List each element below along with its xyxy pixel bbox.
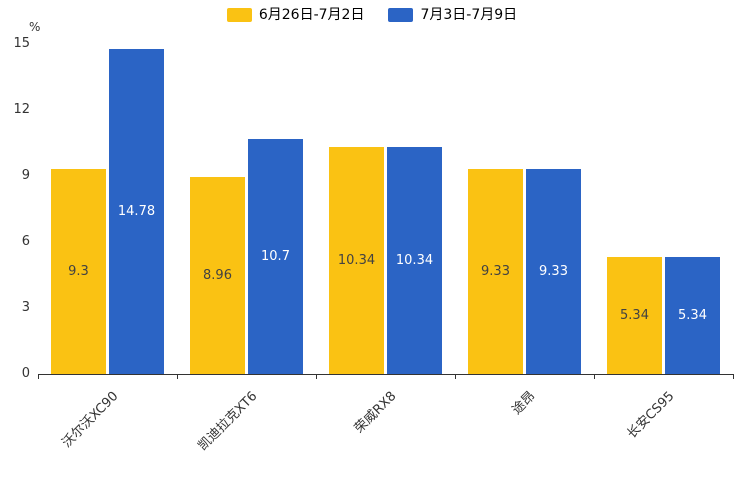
x-axis-tick: [594, 374, 595, 379]
legend-swatch-icon: [388, 8, 414, 22]
x-axis-category-label: 荣威RX8: [351, 388, 399, 437]
bar-series-2[interactable]: 9.33: [526, 168, 581, 374]
bar-series-1[interactable]: 5.34: [607, 256, 662, 374]
x-axis-tick: [733, 374, 734, 379]
bars-container: 9.3 14.78 8.96 10.7 10.34 10.34 9.33 9.33 5.34 5.…: [38, 45, 733, 374]
bar-value-label: 9.33: [481, 263, 510, 279]
x-axis-tick: [316, 374, 317, 379]
legend-swatch-icon: [226, 8, 252, 22]
y-axis-tick-label: 6: [21, 234, 30, 249]
legend-item-series-1[interactable]: 6月26日-7月2日: [226, 7, 365, 23]
x-axis-labels: 沃尔沃XC90 凯迪拉克XT6 荣威RX8 途昂 长安CS95: [38, 374, 733, 494]
bar-value-label: 5.34: [678, 307, 707, 323]
bar-value-label: 10.34: [395, 252, 434, 268]
bar-group: 10.34 10.34: [316, 146, 455, 374]
bar-series-2[interactable]: 5.34: [665, 256, 720, 374]
bar-value-label: 10.34: [337, 252, 376, 268]
bar-value-label: 14.78: [117, 203, 156, 219]
legend-item-series-2[interactable]: 7月3日-7月9日: [388, 8, 517, 22]
legend-item-label: 6月26日-7月2日: [258, 7, 365, 23]
y-axis-tick-label: 15: [13, 36, 30, 51]
legend: 6月26日-7月2日 7月3日-7月9日: [0, 8, 744, 22]
bar-series-1[interactable]: 9.33: [468, 168, 523, 374]
bar-value-label: 10.7: [261, 248, 290, 264]
plot-area: 0 3 6 9 12 15 9.3 14.78 8.96 10.7 10.34 10.34 9.33 9…: [13, 36, 734, 454]
x-axis-category-label: 凯迪拉克XT6: [194, 388, 260, 454]
y-axis-tick-label: 9: [21, 168, 30, 183]
bar-group: 9.33 9.33: [455, 168, 594, 374]
bar-series-1[interactable]: 8.96: [190, 176, 245, 374]
bar-value-label: 8.96: [203, 267, 232, 283]
y-axis: 0 3 6 9 12 15: [13, 36, 733, 381]
bar-series-2[interactable]: 14.78: [109, 48, 164, 374]
bar-series-2[interactable]: 10.7: [248, 138, 303, 374]
bar-group: 8.96 10.7: [177, 138, 316, 374]
y-axis-tick-label: 12: [13, 102, 30, 117]
bar-group: 9.3 14.78: [38, 48, 177, 374]
x-axis-tick: [38, 374, 39, 379]
bar-group: 5.34 5.34: [594, 256, 733, 374]
legend-item-label: 7月3日-7月9日: [420, 7, 518, 23]
x-axis-category-label: 途昂: [508, 388, 538, 418]
bar-value-label: 9.33: [539, 263, 568, 279]
bar-value-label: 9.3: [68, 264, 89, 280]
bar-series-1[interactable]: 10.34: [329, 146, 384, 374]
bar-value-label: 5.34: [620, 307, 649, 323]
y-axis-tick-label: 3: [21, 300, 30, 315]
x-axis-tick: [455, 374, 456, 379]
x-axis-category-label: 长安CS95: [623, 388, 677, 442]
x-axis-category-label: 沃尔沃XC90: [58, 388, 121, 451]
x-axis-tick: [177, 374, 178, 379]
bar-series-2[interactable]: 10.34: [387, 146, 442, 374]
bar-series-1[interactable]: 9.3: [51, 169, 106, 374]
y-axis-tick-label: 0: [21, 366, 30, 381]
y-axis-unit-label: %: [29, 20, 41, 34]
